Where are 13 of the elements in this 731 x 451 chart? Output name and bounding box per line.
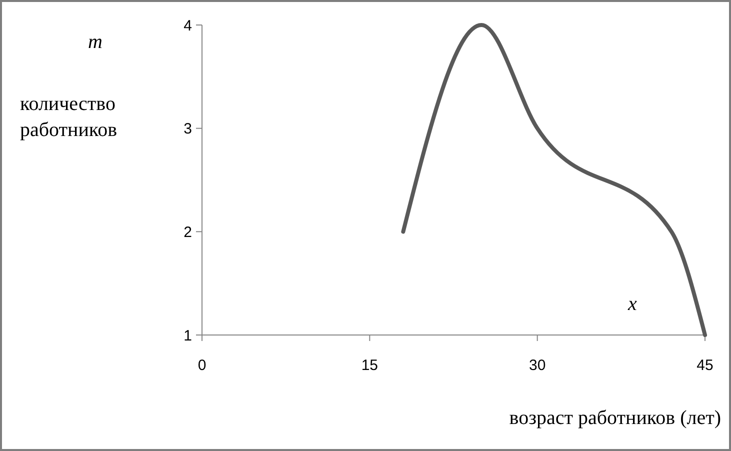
x-tick-label: 15 [361,357,378,374]
annotation: x [627,293,637,315]
x-axis-title: возраст работников (лет) [509,407,721,429]
x-tick-label: 45 [696,357,714,374]
y-axis-title: количество работников [20,93,118,141]
y-tick-label: 4 [184,17,192,34]
y-tick-label: 1 [184,327,192,344]
x-tick-label: 0 [198,357,206,374]
y-tick-label: 3 [184,120,192,138]
y-tick-label: 2 [184,224,192,241]
line-series [401,23,707,337]
x-tick-label: 30 [528,357,546,374]
text: m [88,31,102,53]
